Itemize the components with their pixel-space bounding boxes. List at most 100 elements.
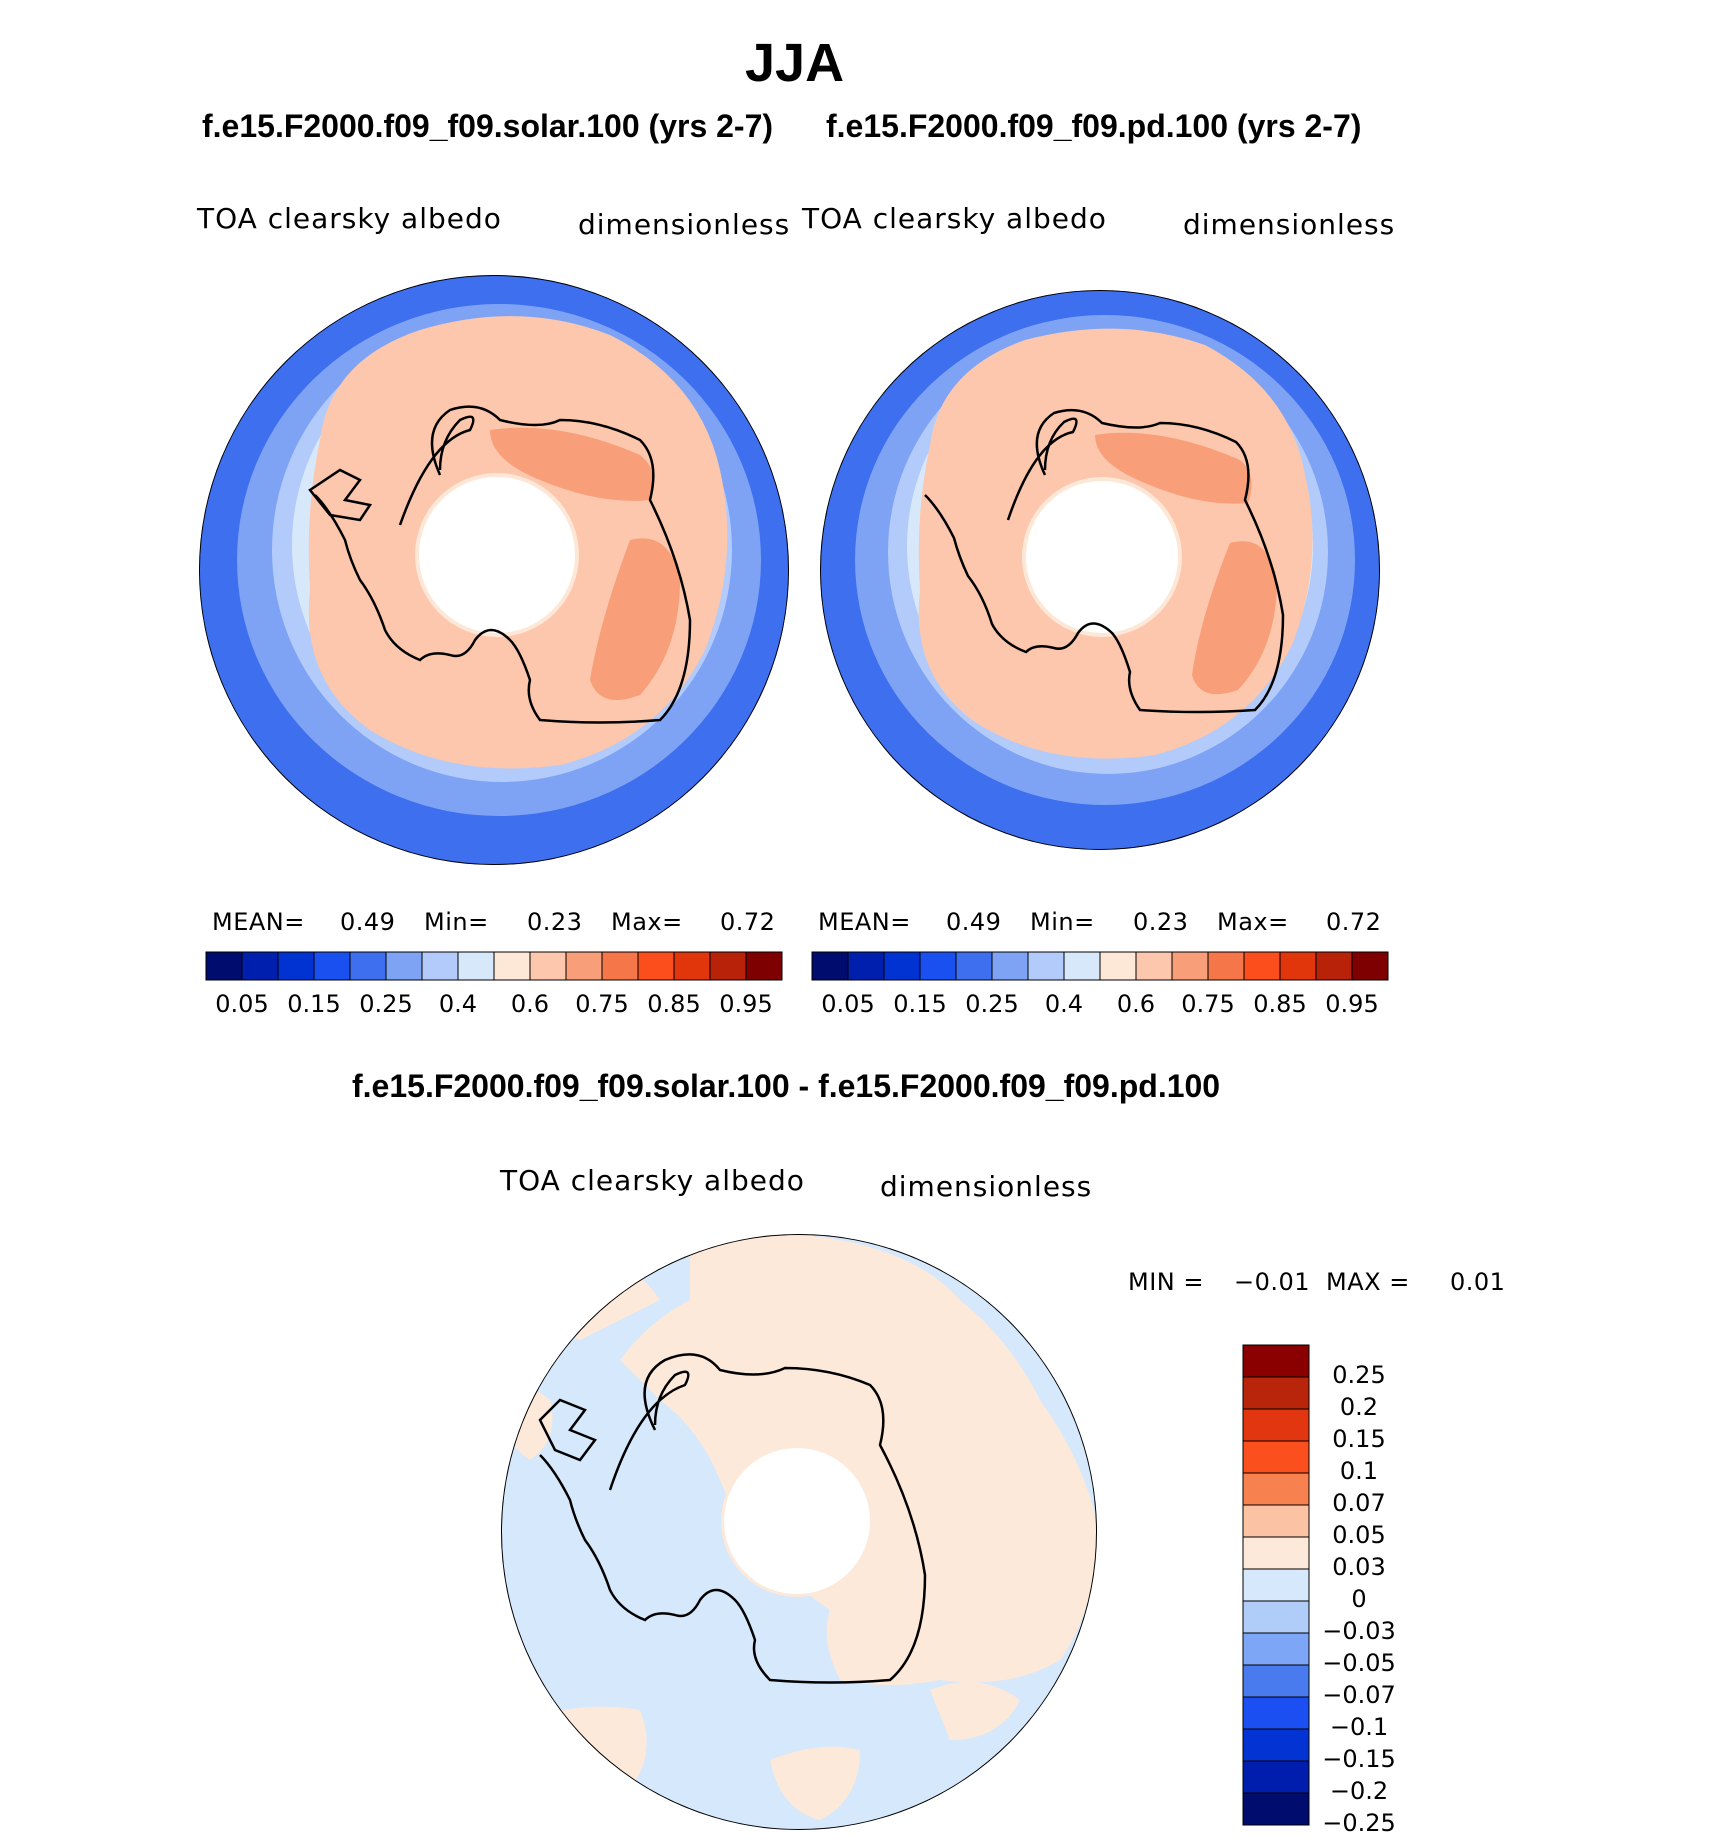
- right-colorbar-swatch: [1135, 951, 1173, 981]
- diff-min-label: MIN =: [1128, 1268, 1204, 1296]
- left-colorbar-tick-label: 0.85: [647, 990, 701, 1018]
- diff-colorbar-swatch: [1242, 1728, 1310, 1762]
- right-colorbar-swatch: [1315, 951, 1353, 981]
- right-colorbar-swatch: [1063, 951, 1101, 981]
- left-colorbar-swatch: [745, 951, 783, 981]
- right-colorbar-tick-label: 0.25: [965, 990, 1019, 1018]
- left-colorbar-swatch: [529, 951, 567, 981]
- left-case-title: f.e15.F2000.f09_f09.solar.100 (yrs 2-7): [202, 108, 774, 144]
- diff-colorbar-tick-label: −0.03: [1322, 1617, 1396, 1645]
- diff-colorbar-tick-label: −0.07: [1322, 1681, 1396, 1709]
- diff-colorbar-tick-label: 0.05: [1332, 1521, 1386, 1549]
- right-polar-map: [820, 290, 1380, 850]
- diff-colorbar-swatch: [1242, 1664, 1310, 1698]
- diff-colorbar-tick-label: −0.15: [1322, 1745, 1396, 1773]
- figure-title: JJA: [745, 33, 845, 93]
- right-variable-label: TOA clearsky albedo: [802, 202, 1107, 235]
- left-colorbar-swatch: [277, 951, 315, 981]
- right-max-value: 0.72: [1326, 908, 1382, 936]
- diff-colorbar-tick-label: 0.2: [1339, 1393, 1379, 1421]
- left-min-value: 0.23: [527, 908, 583, 936]
- right-colorbar-swatch: [883, 951, 921, 981]
- left-colorbar-tick-label: 0.25: [359, 990, 413, 1018]
- right-colorbar: [811, 951, 1389, 981]
- diff-colorbar-swatch: [1242, 1344, 1310, 1378]
- right-mean-value: 0.49: [946, 908, 1002, 936]
- diff-colorbar-tick-label: 0.07: [1332, 1489, 1386, 1517]
- right-colorbar-tick-label: 0.95: [1325, 990, 1379, 1018]
- right-colorbar-tick-label: 0.6: [1116, 990, 1156, 1018]
- left-colorbar-swatch: [421, 951, 459, 981]
- diff-title: f.e15.F2000.f09_f09.solar.100 - f.e15.F2…: [352, 1068, 1221, 1104]
- diff-variable-label: TOA clearsky albedo: [500, 1164, 805, 1197]
- right-colorbar-swatch: [1099, 951, 1137, 981]
- diff-colorbar-swatch: [1242, 1504, 1310, 1538]
- right-colorbar-tick-label: 0.75: [1181, 990, 1235, 1018]
- left-colorbar-tick-label: 0.95: [719, 990, 773, 1018]
- left-colorbar-tick-label: 0.05: [215, 990, 269, 1018]
- left-colorbar-swatch: [637, 951, 675, 981]
- right-units-label: dimensionless: [1183, 208, 1396, 241]
- diff-polar-map: [501, 1234, 1097, 1830]
- right-colorbar-tick-label: 0.4: [1044, 990, 1084, 1018]
- left-mean-label: MEAN=: [212, 908, 305, 936]
- right-colorbar-swatch: [1243, 951, 1281, 981]
- left-max-label: Max=: [611, 908, 683, 936]
- diff-colorbar-swatch: [1242, 1568, 1310, 1602]
- diff-colorbar-tick-label: −0.1: [1329, 1713, 1389, 1741]
- diff-colorbar-swatch: [1242, 1536, 1310, 1570]
- right-mean-label: MEAN=: [818, 908, 911, 936]
- right-colorbar-swatch: [919, 951, 957, 981]
- left-units-label: dimensionless: [578, 208, 791, 241]
- diff-colorbar-swatch: [1242, 1696, 1310, 1730]
- diff-colorbar-tick-label: 0.03: [1332, 1553, 1386, 1581]
- diff-colorbar-swatch: [1242, 1632, 1310, 1666]
- diff-colorbar-swatch: [1242, 1600, 1310, 1634]
- left-colorbar-swatch: [241, 951, 279, 981]
- diff-colorbar-tick-label: 0: [1351, 1585, 1367, 1613]
- diff-colorbar-swatch: [1242, 1440, 1310, 1474]
- left-colorbar-swatch: [349, 951, 387, 981]
- left-colorbar-swatch: [673, 951, 711, 981]
- right-colorbar-swatch: [991, 951, 1029, 981]
- right-colorbar-swatch: [1351, 951, 1389, 981]
- diff-colorbar-swatch: [1242, 1376, 1310, 1410]
- diff-colorbar-tick-label: 0.15: [1332, 1425, 1386, 1453]
- left-colorbar-swatch: [457, 951, 495, 981]
- diff-colorbar-tick-label: −0.2: [1329, 1777, 1389, 1805]
- diff-colorbar-tick-label: 0.25: [1332, 1361, 1386, 1389]
- left-mean-value: 0.49: [340, 908, 396, 936]
- right-colorbar-tick-label: 0.05: [821, 990, 875, 1018]
- left-colorbar-tick-label: 0.75: [575, 990, 629, 1018]
- right-colorbar-swatch: [1027, 951, 1065, 981]
- left-colorbar-tick-label: 0.15: [287, 990, 341, 1018]
- right-max-label: Max=: [1217, 908, 1289, 936]
- diff-colorbar-tick-label: −0.05: [1322, 1649, 1396, 1677]
- right-colorbar-swatch: [1279, 951, 1317, 981]
- right-colorbar-swatch: [811, 951, 849, 981]
- left-colorbar-swatch: [709, 951, 747, 981]
- left-colorbar-swatch: [601, 951, 639, 981]
- diff-colorbar: [1242, 1344, 1310, 1826]
- right-colorbar-swatch: [1207, 951, 1245, 981]
- left-max-value: 0.72: [720, 908, 776, 936]
- left-colorbar-swatch: [493, 951, 531, 981]
- diff-colorbar-swatch: [1242, 1472, 1310, 1506]
- right-colorbar-swatch: [1171, 951, 1209, 981]
- diff-colorbar-tick-label: −0.25: [1322, 1809, 1396, 1837]
- left-colorbar-swatch: [385, 951, 423, 981]
- diff-colorbar-tick-label: 0.1: [1339, 1457, 1379, 1485]
- left-colorbar: [205, 951, 783, 981]
- left-polar-map: [199, 275, 789, 865]
- left-colorbar-swatch: [205, 951, 243, 981]
- diff-max-value: 0.01: [1450, 1268, 1506, 1296]
- left-colorbar-tick-label: 0.6: [510, 990, 550, 1018]
- right-colorbar-swatch: [847, 951, 885, 981]
- right-case-title: f.e15.F2000.f09_f09.pd.100 (yrs 2-7): [826, 108, 1362, 144]
- right-colorbar-swatch: [955, 951, 993, 981]
- left-colorbar-swatch: [313, 951, 351, 981]
- right-min-value: 0.23: [1133, 908, 1189, 936]
- right-min-label: Min=: [1030, 908, 1095, 936]
- right-colorbar-tick-label: 0.15: [893, 990, 947, 1018]
